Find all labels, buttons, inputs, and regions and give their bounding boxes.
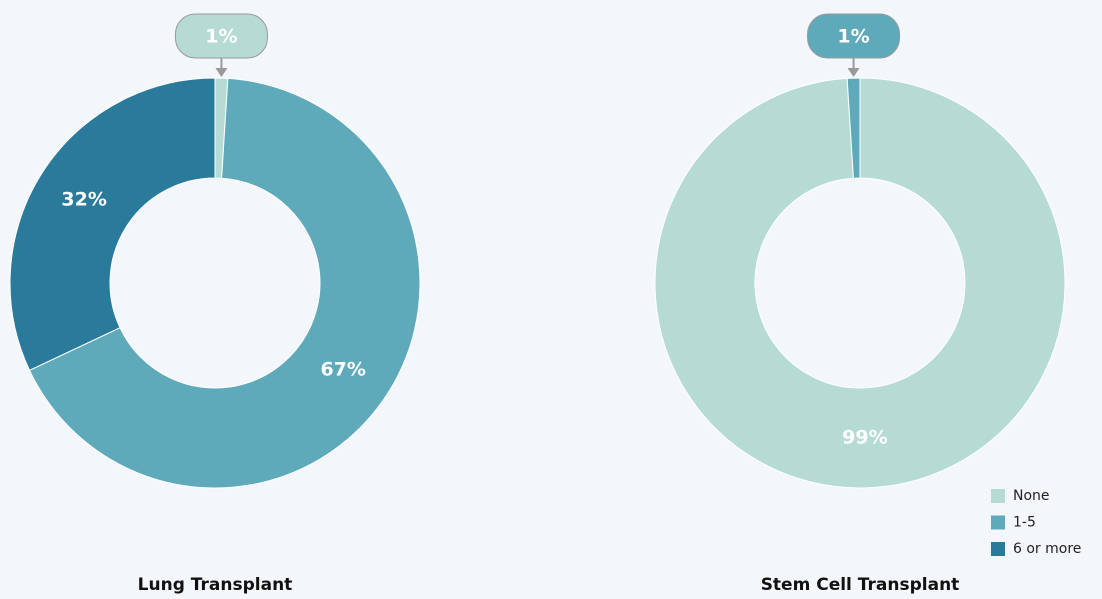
legend-label: None — [1013, 488, 1050, 504]
legend-label: 6 or more — [1013, 541, 1081, 557]
donut-slice — [9, 77, 216, 371]
callout-arrowhead — [847, 68, 860, 77]
data-label: 1% — [837, 26, 869, 48]
donut-slice — [28, 77, 421, 489]
chart-title: Stem Cell Transplant — [761, 575, 960, 595]
legend-label: 1-5 — [1013, 515, 1036, 531]
callout-arrowhead — [215, 68, 228, 77]
data-label: 67% — [320, 359, 365, 381]
data-label: 32% — [61, 188, 106, 210]
data-label: 99% — [842, 426, 887, 448]
legend-swatch — [991, 542, 1005, 556]
legend-swatch — [991, 515, 1005, 530]
legend-swatch — [991, 489, 1005, 503]
data-label: 1% — [205, 26, 237, 48]
donut-slice — [654, 77, 1066, 489]
chart-title: Lung Transplant — [138, 575, 293, 595]
